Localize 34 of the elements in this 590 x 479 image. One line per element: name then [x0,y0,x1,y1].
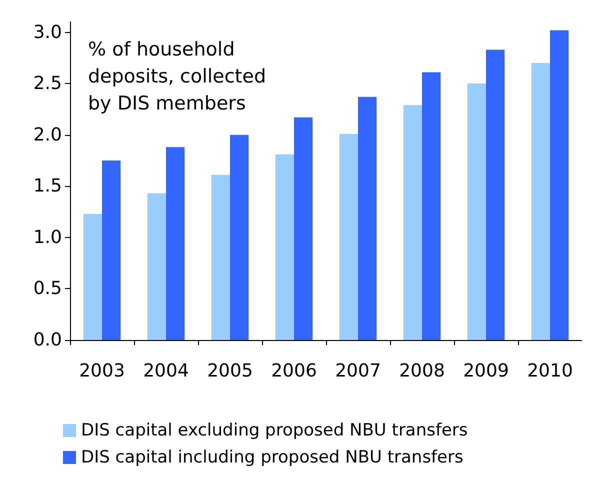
x-tick-label: 2010 [527,360,573,382]
bar [147,193,166,340]
y-tick-label: 3.0 [33,22,62,43]
x-tick-label: 2006 [271,360,317,382]
x-tick-label: 2004 [143,360,189,382]
bar [102,160,121,340]
y-tick-label: 2.0 [33,124,62,146]
bar [339,134,358,340]
bar [531,63,550,340]
legend-label: DIS capital including proposed NBU transfers [81,448,464,468]
y-tick-label: 1.5 [33,176,62,197]
bar [83,214,102,340]
bar [294,117,313,340]
bar [467,84,486,340]
legend-label: DIS capital excluding proposed NBU transfers [81,420,468,440]
x-tick-label: 2005 [207,360,253,382]
bar [358,96,377,340]
x-tick-label: 2003 [79,360,125,382]
bar [211,174,230,340]
x-tick-label: 2008 [399,360,445,382]
y-tick-label: 1.0 [33,226,62,248]
bar [422,72,441,340]
x-tick-label: 2007 [335,360,381,382]
bar [275,154,294,340]
bar [403,105,422,340]
bar [550,30,569,340]
bar [230,134,249,340]
x-tick-label: 2009 [463,360,509,382]
bar [486,50,505,340]
y-tick-label: 0.0 [33,330,62,350]
y-tick-label: 2.5 [33,73,62,94]
y-tick-label: 0.5 [33,278,62,300]
annotation: % of household deposits, collected by DIS members [88,38,272,114]
bar [166,147,185,340]
